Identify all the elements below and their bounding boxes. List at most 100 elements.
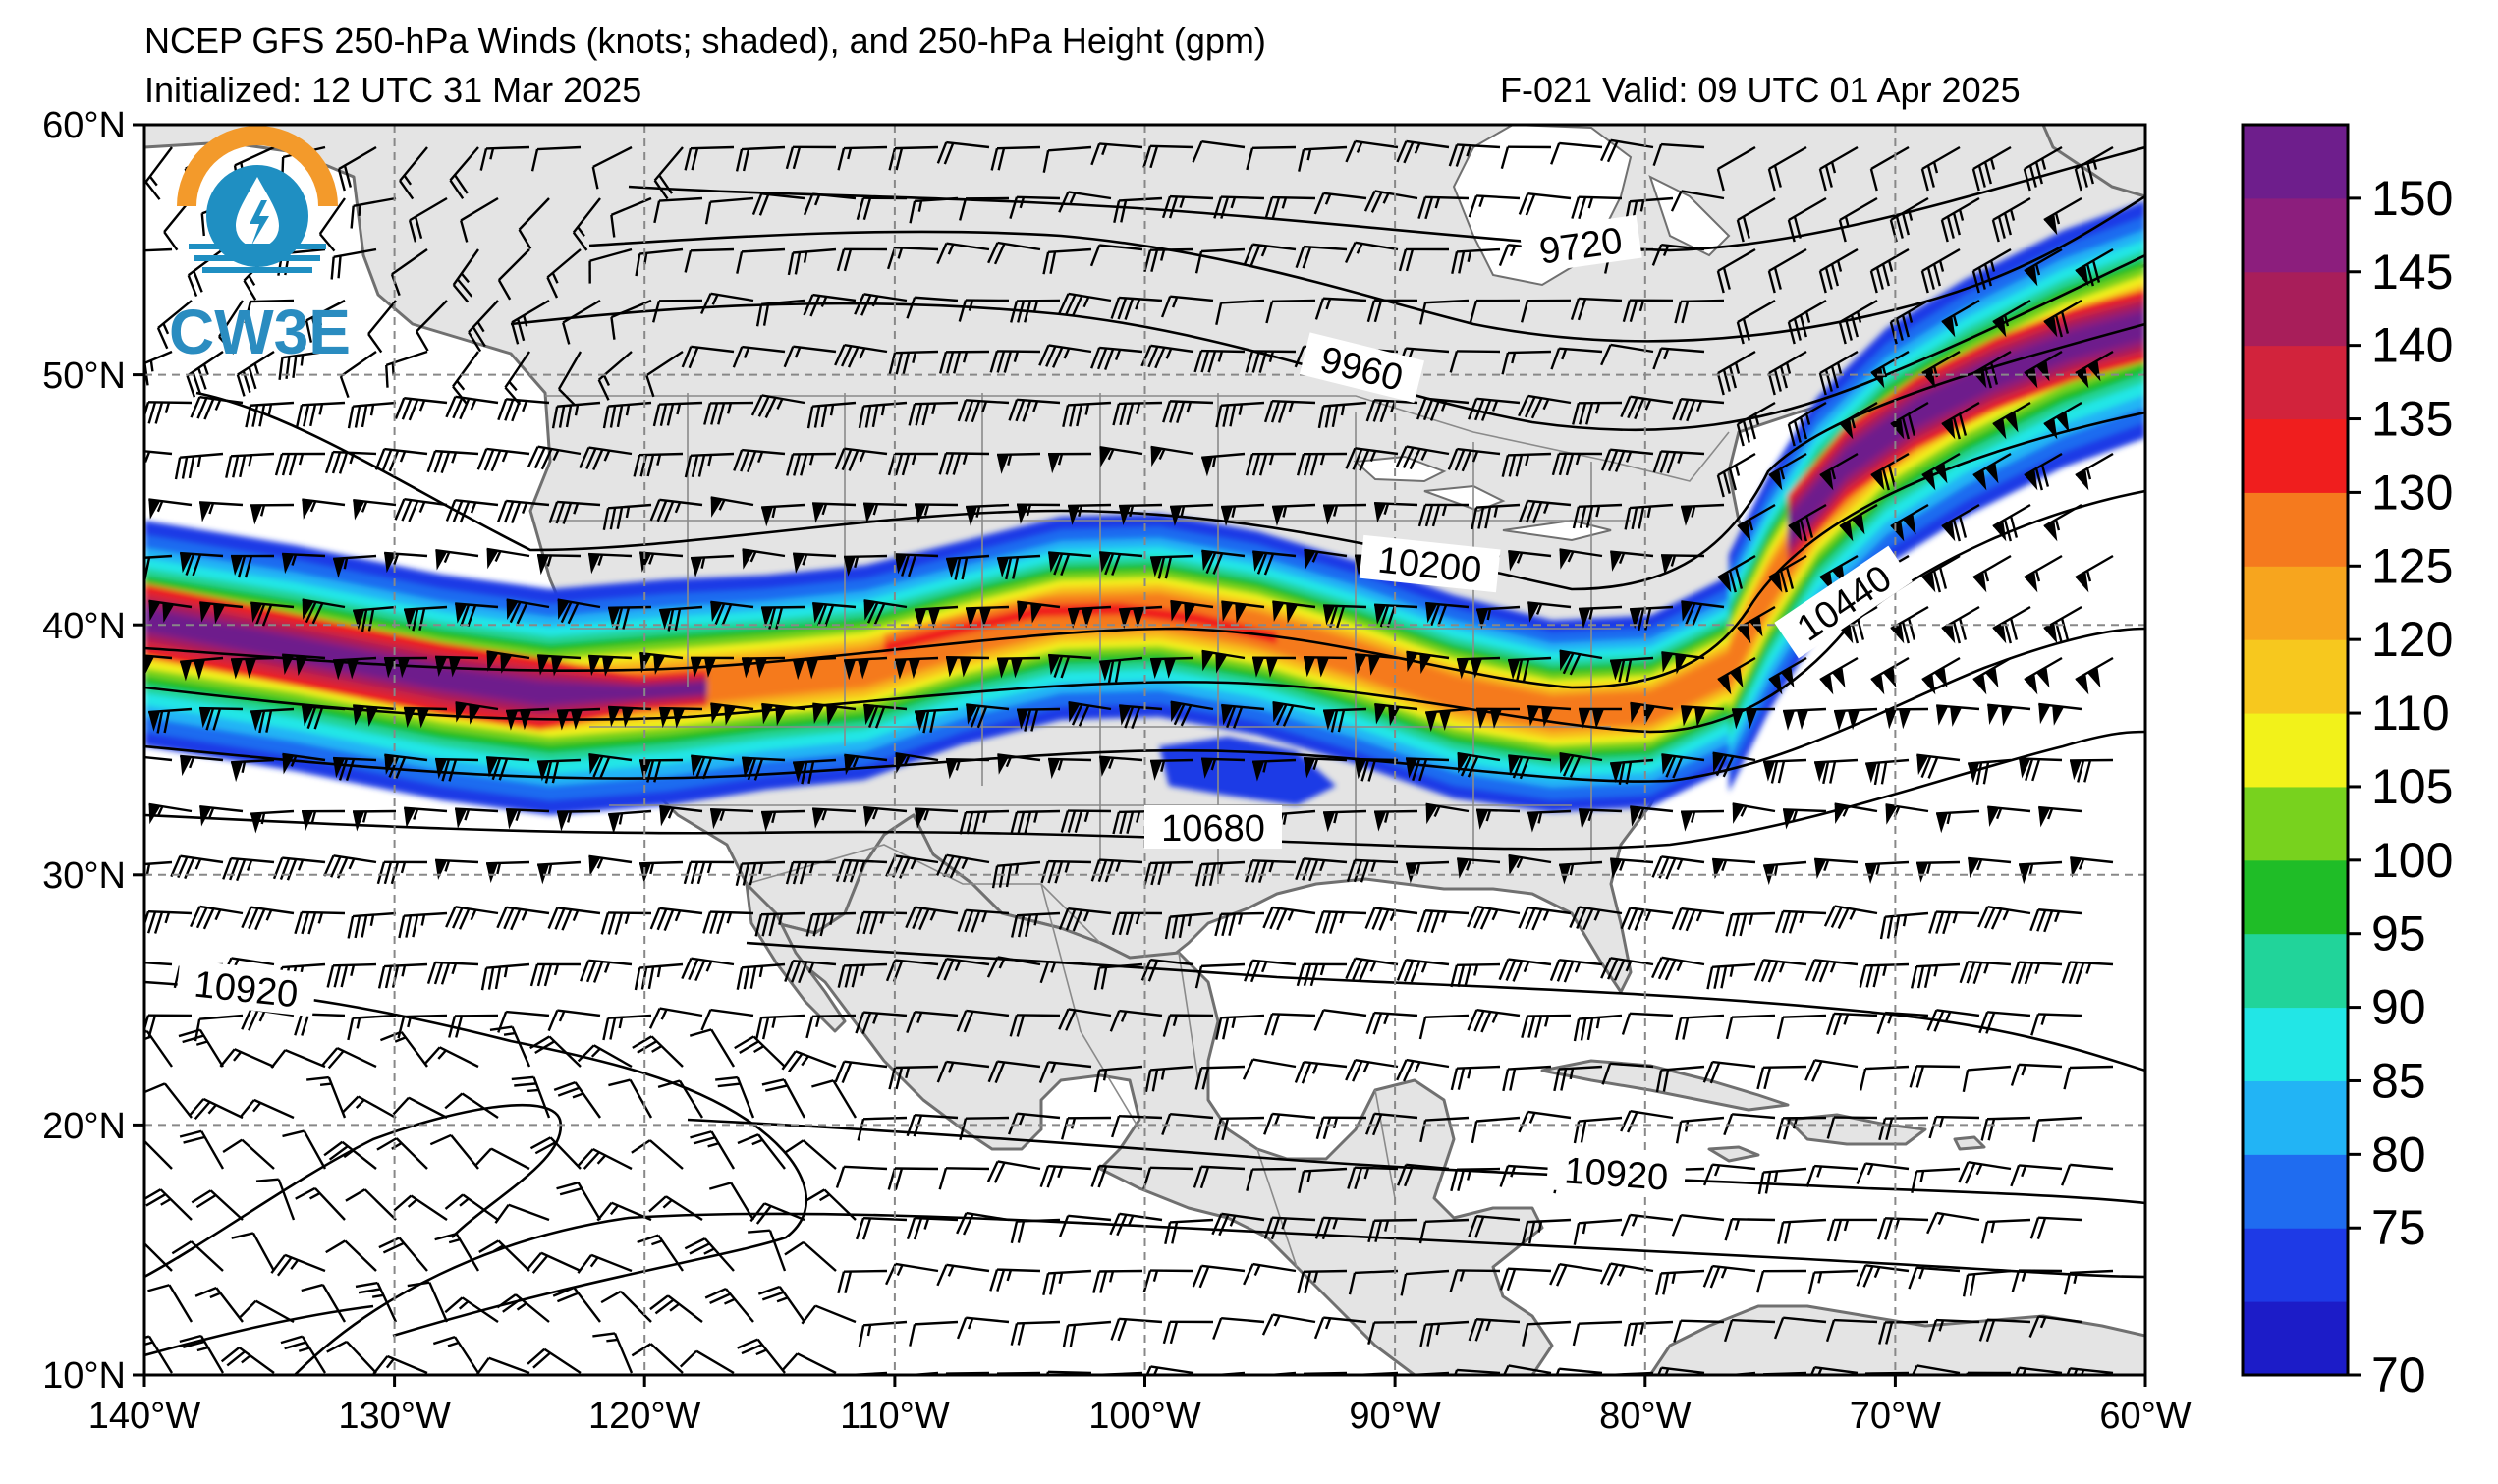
- wind-barb: [1060, 809, 1112, 833]
- wind-barb: [592, 1332, 634, 1374]
- wind-barb: [1499, 1164, 1552, 1187]
- wind-barb: [915, 605, 959, 630]
- wind-barb: [556, 707, 601, 731]
- wind-barb: [579, 446, 633, 470]
- wind-barb: [1039, 960, 1092, 984]
- wind-barb: [587, 552, 633, 575]
- wind-barb: [1674, 299, 1725, 324]
- wind-barb: [301, 1283, 347, 1323]
- map-panel: 9720 9960 10200 10440 10680 10920 10920 …: [144, 125, 2145, 1375]
- wind-barb: [1767, 247, 1807, 294]
- wind-barb: [180, 656, 224, 682]
- wind-barb: [1736, 196, 1776, 243]
- wind-barb: [1469, 299, 1521, 323]
- wind-barb: [1090, 1164, 1143, 1188]
- wind-barb: [843, 554, 888, 577]
- wind-barb: [1396, 959, 1450, 983]
- wind-barb: [1757, 1167, 1807, 1195]
- wind-barb: [1008, 398, 1061, 422]
- wind-barb: [938, 1167, 990, 1190]
- height-contour-line: [144, 411, 2145, 689]
- jet-core: [1788, 306, 2145, 550]
- wind-barb: [1110, 1317, 1163, 1342]
- wind-barb: [1297, 1269, 1348, 1294]
- wind-barb: [659, 605, 703, 632]
- wind-barb: [270, 1253, 326, 1277]
- wind-barb: [2061, 961, 2114, 985]
- wind-barb: [1348, 1371, 1399, 1375]
- wind-barb: [1365, 1011, 1418, 1035]
- jet-core: [1788, 312, 2145, 544]
- wind-barb: [496, 906, 550, 931]
- wind-barb: [652, 299, 703, 323]
- wind-barb: [801, 1304, 857, 1325]
- wind-barb: [352, 809, 397, 832]
- wind-barb: [1671, 907, 1725, 932]
- wind-barb: [1099, 446, 1143, 467]
- wind-barb: [736, 247, 786, 274]
- wind-barb: [572, 197, 601, 251]
- wind-barb: [552, 1286, 601, 1323]
- wind-barb: [1762, 758, 1807, 784]
- wind-barb: [577, 1253, 633, 1274]
- wind-barb: [1244, 959, 1297, 983]
- lat-label: 60°N: [42, 105, 126, 146]
- wind-barb: [478, 1239, 530, 1272]
- wind-barb: [231, 1232, 276, 1272]
- wind-barb: [435, 548, 479, 571]
- wind-barb: [1162, 1320, 1214, 1345]
- wind-barb: [339, 351, 377, 399]
- wind-barb: [1732, 802, 1776, 824]
- wind-barb: [504, 351, 530, 406]
- wind-barb: [1418, 1014, 1470, 1040]
- wind-barb: [1940, 196, 1980, 243]
- height-contour-line: [144, 1103, 563, 1279]
- wind-barb: [989, 350, 1041, 373]
- wind-barb: [1629, 605, 1674, 632]
- wind-barb: [347, 401, 397, 429]
- wind-barb: [1909, 1065, 1961, 1088]
- wind-barb: [398, 911, 448, 939]
- wind-barb: [222, 1138, 275, 1170]
- wind-barb: [858, 1320, 908, 1347]
- wind-barb: [1507, 656, 1552, 683]
- wind-barb: [1211, 1212, 1265, 1237]
- wind-barb: [1804, 1366, 1859, 1375]
- wind-barb: [494, 1203, 550, 1224]
- wind-barb: [390, 248, 428, 297]
- wind-barb: [1215, 1014, 1265, 1040]
- wind-barb: [1450, 1065, 1501, 1091]
- height-contour-line: [144, 627, 2145, 783]
- wind-barb: [600, 911, 652, 935]
- height-contour-line: [294, 1212, 2145, 1375]
- wind-barb: [648, 1195, 703, 1222]
- wind-barb: [1068, 700, 1112, 727]
- wind-barb: [1499, 1267, 1552, 1292]
- wind-barb: [148, 707, 193, 734]
- wind-barb: [783, 345, 837, 368]
- colorbar-label: 70: [2371, 1347, 2426, 1402]
- wind-barb: [1160, 295, 1214, 318]
- wind-barb: [834, 1060, 888, 1084]
- wind-barb: [812, 807, 857, 829]
- wind-barb: [198, 706, 244, 731]
- wind-barb: [547, 907, 601, 931]
- wind-barb: [321, 1047, 377, 1070]
- wind-barb: [1941, 401, 1980, 440]
- wind-barb: [986, 1160, 1041, 1183]
- wind-barb: [1578, 808, 1623, 830]
- wind-barb: [1363, 190, 1418, 213]
- wind-barb: [1804, 959, 1859, 983]
- wind-barb: [1497, 1364, 1552, 1375]
- colorbar-segment: [2243, 492, 2348, 567]
- wind-barb: [1620, 1213, 1674, 1237]
- wind-barb: [174, 452, 224, 480]
- wind-barb: [1878, 1116, 1929, 1141]
- wind-barb: [1110, 296, 1163, 320]
- wind-barb: [1304, 548, 1348, 571]
- wind-barb: [194, 1287, 244, 1323]
- wind-barb: [608, 809, 652, 834]
- wind-barb: [527, 1347, 582, 1375]
- wind-barb: [1366, 299, 1418, 323]
- wind-barb: [854, 293, 908, 316]
